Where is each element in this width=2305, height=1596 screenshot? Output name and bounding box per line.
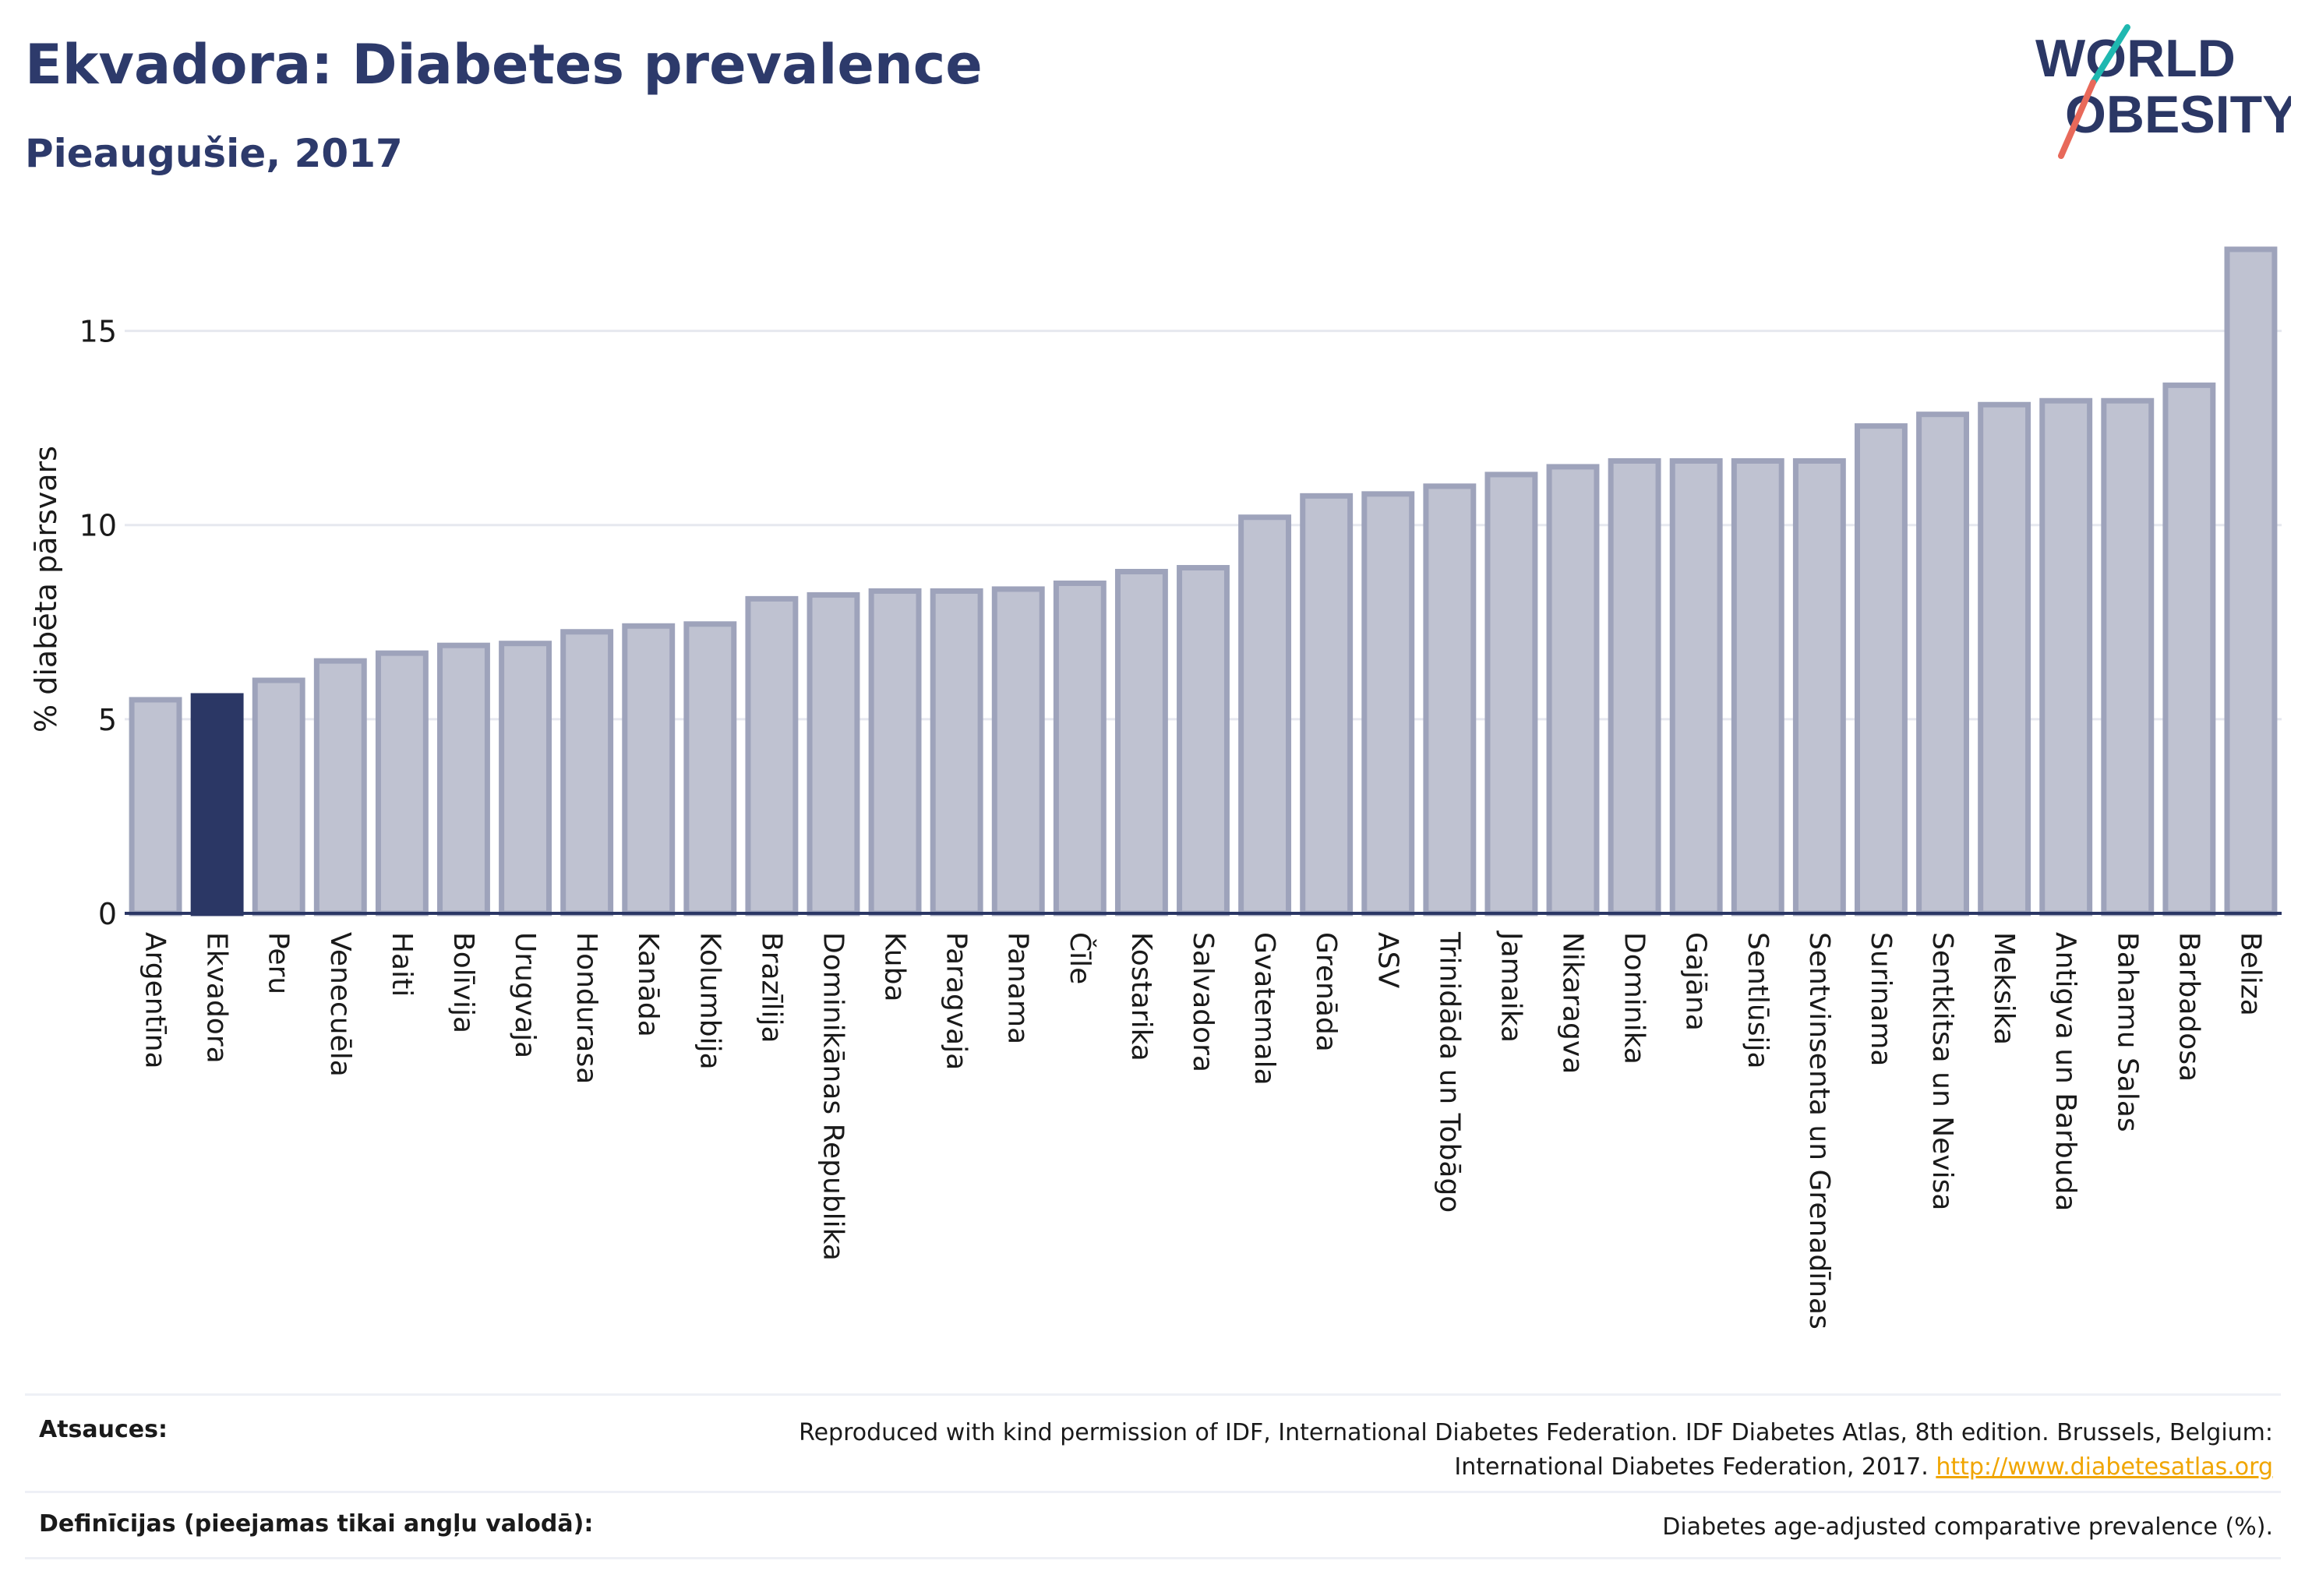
x-tick-label: Paragvaja	[941, 932, 972, 1070]
bar-nikaragva[interactable]	[1546, 464, 1600, 916]
bar-jamaika[interactable]	[1484, 471, 1538, 916]
bar-kolumbija[interactable]	[683, 621, 737, 916]
sources-link[interactable]: http://www.diabetesatlas.org	[1936, 1453, 2273, 1481]
x-tick-label: Bolīvija	[447, 932, 479, 1033]
x-tick-label: Dominikānas Republika	[817, 932, 849, 1261]
sources-label: Atsauces:	[39, 1416, 168, 1443]
x-tick-label: Salvadora	[1187, 932, 1219, 1072]
x-tick-label: Surinama	[1865, 932, 1897, 1066]
bar-bahamu-salas[interactable]	[2101, 397, 2155, 916]
y-tick-label: 0	[98, 897, 117, 931]
x-tick-label: Sentkitsa un Nevisa	[1926, 932, 1958, 1210]
x-tick-label: Argentīna	[139, 932, 171, 1069]
bar-panama[interactable]	[991, 586, 1045, 916]
footer-definitions-row: Definīcijas (pieejamas tikai angļu valod…	[25, 1491, 2281, 1559]
chart-title: Ekvadora: Diabetes prevalence	[25, 33, 983, 97]
bar-trinidāda-un-tobāgo[interactable]	[1423, 483, 1477, 916]
x-tick-label: Jamaika	[1495, 930, 1527, 1043]
x-tick-label: Meksika	[1988, 932, 2020, 1045]
y-tick-label: 10	[79, 509, 117, 543]
bar-argentīna[interactable]	[129, 697, 182, 916]
bar-brazīlija[interactable]	[745, 595, 799, 916]
x-tick-label: Antigva un Barbuda	[2049, 932, 2081, 1211]
y-tick-label: 15	[79, 315, 117, 349]
bar-venecuēla[interactable]	[313, 658, 367, 916]
chart-subtitle: Pieaugušie, 2017	[25, 131, 403, 176]
bar-chart: 0 5 10 15 Argentīna Ekvadora Peru Venecuēla Hai…	[29, 246, 2282, 1329]
x-tick-label: Kuba	[879, 932, 911, 1002]
bar-paragvaja[interactable]	[930, 588, 983, 916]
x-axis-labels: Argentīna Ekvadora Peru Venecuēla Haiti Bolīv…	[139, 930, 2267, 1329]
bar-haiti[interactable]	[375, 650, 429, 916]
bar-ekvadora[interactable]	[190, 693, 244, 916]
x-tick-label: Barbadosa	[2173, 932, 2204, 1082]
x-tick-label: Trinidāda un Tobāgo	[1433, 931, 1465, 1213]
x-tick-label: Grenāda	[1310, 932, 1342, 1052]
x-tick-label: Bahamu Salas	[2111, 932, 2143, 1132]
bar-peru[interactable]	[252, 677, 305, 916]
x-tick-label: ASV	[1371, 932, 1403, 988]
x-tick-label: Dominika	[1618, 932, 1650, 1065]
x-tick-label: Ekvadora	[201, 932, 233, 1064]
x-tick-label: Čīle	[1064, 932, 1096, 984]
x-tick-label: Beliza	[2234, 932, 2266, 1016]
x-tick-label: Brazīlija	[755, 932, 787, 1043]
bar-sentlūsija[interactable]	[1731, 457, 1784, 916]
bars	[129, 246, 2278, 916]
bar-beliza[interactable]	[2224, 246, 2278, 916]
bar-urugvaja[interactable]	[499, 641, 552, 916]
bar-gajāna[interactable]	[1669, 457, 1723, 916]
x-tick-label: Peru	[263, 932, 295, 994]
x-tick-label: Panama	[1002, 932, 1034, 1044]
bar-kostarika[interactable]	[1114, 569, 1168, 916]
x-tick-label: Kostarika	[1125, 932, 1157, 1061]
footer: Atsauces: Reproduced with kind permissio…	[25, 1393, 2281, 1559]
x-tick-label: Nikaragva	[1557, 932, 1589, 1074]
sources-text: Reproduced with kind permission of IDF, …	[481, 1416, 2273, 1485]
bar-čīle[interactable]	[1053, 580, 1107, 916]
logo-word-1: WORLD	[2035, 29, 2236, 88]
x-tick-label: Sentvinsenta un Grenadīnas	[1803, 932, 1835, 1329]
footer-sources-row: Atsauces: Reproduced with kind permissio…	[25, 1393, 2281, 1491]
bar-surinama[interactable]	[1854, 423, 1908, 916]
x-tick-label: Venecuēla	[324, 932, 356, 1077]
x-tick-label: Gajāna	[1680, 932, 1712, 1031]
bar-grenāda[interactable]	[1300, 493, 1354, 916]
bar-barbadosa[interactable]	[2162, 382, 2216, 916]
bar-sentkitsa-un-nevisa[interactable]	[1916, 411, 1969, 916]
world-obesity-logo: WORLD OBESITY	[2035, 24, 2291, 159]
sources-text-line-1: Reproduced with kind permission of IDF, …	[799, 1419, 2273, 1446]
bar-kuba[interactable]	[868, 588, 922, 916]
logo-slash-red	[2058, 79, 2096, 159]
y-tick-label: 5	[98, 703, 117, 737]
bar-asv[interactable]	[1361, 491, 1415, 916]
bar-meksika[interactable]	[1978, 401, 2031, 916]
bar-gvatemala[interactable]	[1238, 514, 1292, 916]
x-tick-label: Hondurasa	[570, 932, 602, 1084]
definitions-text: Diabetes age-adjusted comparative preval…	[1662, 1513, 2273, 1541]
bar-salvadora[interactable]	[1177, 565, 1230, 916]
x-tick-label: Urugvaja	[509, 932, 541, 1058]
bar-bolīvija[interactable]	[437, 642, 490, 916]
x-tick-label: Gvatemala	[1248, 932, 1280, 1086]
logo-word-2: OBESITY	[2065, 85, 2291, 144]
bar-antigva-un-barbuda[interactable]	[2039, 397, 2093, 916]
bar-dominikānas-republika[interactable]	[807, 591, 860, 916]
x-tick-label: Kolumbija	[694, 932, 725, 1070]
x-tick-label: Kanāda	[632, 932, 664, 1037]
y-axis-ticks: 0 5 10 15	[79, 315, 117, 931]
logo-slash-teal	[2090, 24, 2130, 86]
bar-kanāda[interactable]	[622, 623, 676, 916]
sources-text-line-2: International Diabetes Federation, 2017.	[1454, 1453, 1929, 1481]
bar-dominika[interactable]	[1608, 457, 1661, 916]
definitions-label: Definīcijas (pieejamas tikai angļu valod…	[39, 1510, 594, 1538]
x-tick-label: Haiti	[386, 932, 418, 997]
bar-hondurasa[interactable]	[560, 629, 614, 916]
y-axis-label: % diabēta pārsvars	[29, 446, 63, 733]
x-tick-label: Sentlūsija	[1742, 932, 1774, 1069]
bar-sentvinsenta-un-grenadīnas[interactable]	[1792, 457, 1846, 916]
